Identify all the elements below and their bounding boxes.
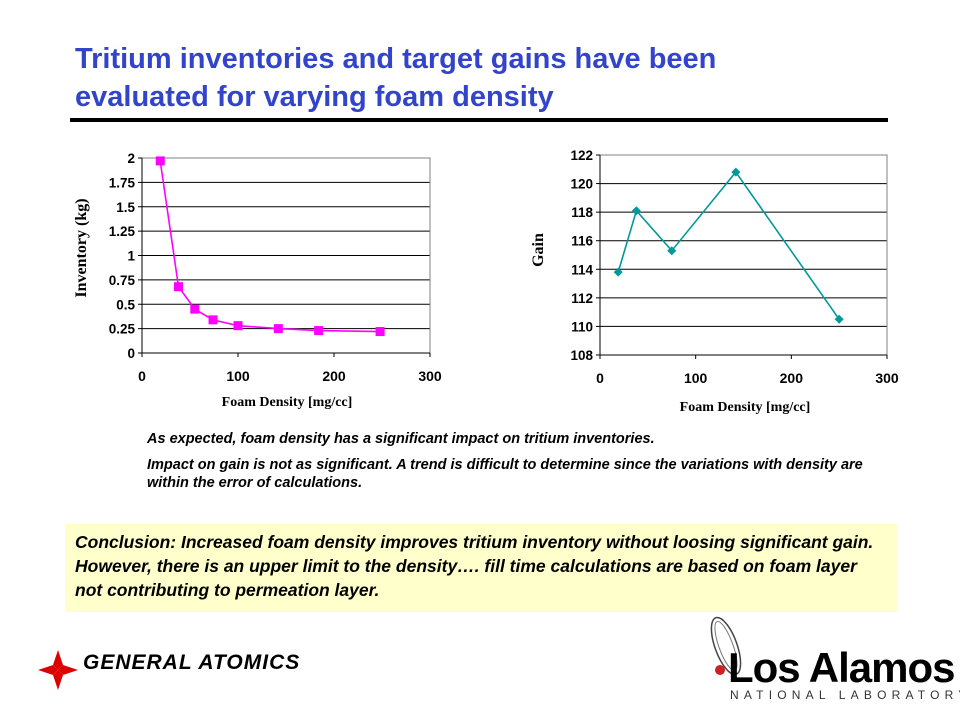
gain-point <box>667 246 677 256</box>
gain-x-axis-label: Foam Density [mg/cc] <box>680 400 811 415</box>
inventory-x-tick-label: 300 <box>418 368 442 384</box>
gain-y-axis-label: Gain <box>530 233 547 267</box>
gain-y-tick-label: 118 <box>571 205 593 220</box>
gain-x-tick-label: 300 <box>875 370 899 386</box>
los-alamos-wordmark: Los Alamos <box>728 644 955 691</box>
gain-x-tick-label: 200 <box>780 370 804 386</box>
inventory-point <box>155 156 165 166</box>
inventory-x-tick-label: 0 <box>138 368 146 384</box>
gain-y-tick-label: 108 <box>570 348 593 363</box>
inventory-y-tick-label: 0.75 <box>109 273 136 288</box>
gain-point <box>631 206 641 216</box>
inventory-point <box>273 324 283 334</box>
gain-y-tick-label: 110 <box>571 319 593 334</box>
gain-y-tick-label: 122 <box>570 148 593 163</box>
gain-x-tick-label: 100 <box>684 370 708 386</box>
inventory-y-tick-label: 0.25 <box>109 322 136 337</box>
gain-y-tick-label: 116 <box>571 234 593 249</box>
title-line-1: Tritium inventories and target gains hav… <box>75 43 717 75</box>
inventory-y-axis-label: Inventory (kg) <box>73 198 90 297</box>
gain-point <box>731 167 741 177</box>
inventory-point <box>233 321 243 331</box>
inventory-y-tick-label: 1.5 <box>116 200 135 215</box>
inventory-y-tick-label: 2 <box>127 151 135 166</box>
inventory-point <box>173 282 183 292</box>
general-atomics-wordmark: GENERAL ATOMICS <box>83 651 301 674</box>
inventory-point <box>314 326 324 336</box>
inventory-y-tick-label: 1 <box>127 249 135 264</box>
gain-plot-frame <box>599 154 888 356</box>
general-atomics-logo: GENERAL ATOMICS <box>36 648 336 696</box>
gain-y-tick-label: 112 <box>571 291 593 306</box>
charts-canvas: 0 0.25 0.5 0.75 1 1.25 1.5 1.75 2 0 100 200 300 Foam … <box>73 148 899 415</box>
gain-x-tick-label: 0 <box>596 370 604 386</box>
note-gain: Impact on gain is not as significant. A … <box>147 457 863 491</box>
gain-point <box>834 314 844 324</box>
inventory-x-tick-label: 100 <box>226 368 250 384</box>
inventory-point <box>190 304 200 314</box>
los-alamos-subtitle: NATIONAL LABORATORY <box>730 688 960 702</box>
gain-point <box>613 267 623 277</box>
inventory-x-tick-label: 200 <box>322 368 346 384</box>
slide-title: Tritium inventories and target gains hav… <box>75 40 895 116</box>
los-alamos-logo: Los Alamos NATIONAL LABORATORY <box>690 612 960 712</box>
lanl-orbit-icon <box>710 616 742 676</box>
gain-series-line <box>617 170 840 320</box>
inventory-y-tick-label: 0 <box>127 346 135 361</box>
ga-diamond-icon <box>38 650 78 690</box>
inventory-y-tick-label: 1.25 <box>109 224 136 239</box>
inventory-y-tick-label: 0.5 <box>116 297 135 312</box>
inventory-y-tick-label: 1.75 <box>109 175 136 190</box>
title-underline <box>70 118 888 122</box>
note-inventory: As expected, foam density has a signific… <box>147 431 655 447</box>
inventory-x-axis-label: Foam Density [mg/cc] <box>222 395 353 410</box>
title-line-2: evaluated for varying foam density <box>75 81 554 113</box>
inventory-point <box>375 327 385 337</box>
inventory-point <box>208 315 218 325</box>
gain-y-tick-label: 120 <box>570 177 593 192</box>
conclusion-box: Conclusion: Increased foam density impro… <box>65 524 897 612</box>
notes: As expected, foam density has a signific… <box>147 430 867 500</box>
gain-y-tick-label: 114 <box>571 262 593 277</box>
